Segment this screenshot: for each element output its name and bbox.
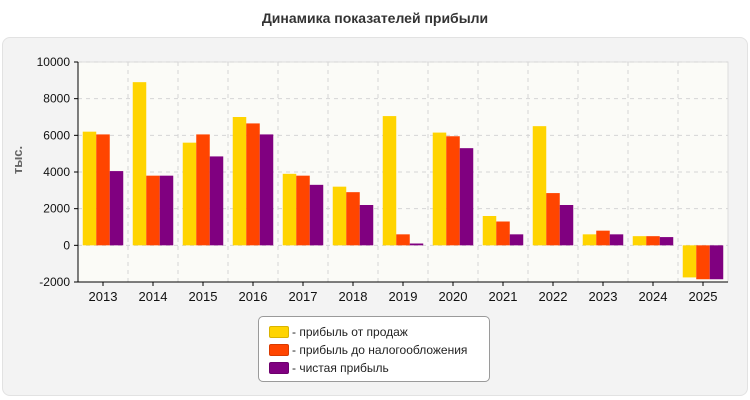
bar (209, 156, 224, 246)
bar (446, 136, 460, 246)
legend-label: - прибыль от продаж (292, 325, 408, 339)
legend-label: - прибыль до налогообложения (292, 343, 468, 357)
bar (609, 234, 624, 246)
bar (382, 116, 397, 246)
x-tick-label: 2020 (439, 289, 468, 304)
bar-series (82, 82, 724, 280)
bar (296, 175, 310, 246)
bar (309, 184, 324, 246)
x-tick-label: 2015 (189, 289, 218, 304)
x-tick-label: 2022 (539, 289, 568, 304)
bar (96, 134, 110, 246)
x-tick-label: 2018 (339, 289, 368, 304)
bar (632, 236, 647, 246)
y-tick-label: 4000 (43, 165, 70, 179)
bar (509, 234, 524, 246)
bar (596, 230, 610, 246)
bar (346, 192, 360, 246)
bar (559, 205, 574, 246)
y-tick-label: 2000 (43, 202, 70, 216)
legend-item-pretax-profit[interactable]: - прибыль до налогообложения (269, 341, 489, 359)
x-tick-label: 2019 (389, 289, 418, 304)
legend-label: - чистая прибыль (292, 361, 389, 375)
x-tick-label: 2023 (589, 289, 618, 304)
y-tick-label: 0 (63, 238, 70, 252)
legend-swatch (269, 326, 289, 338)
x-tick-labels: 2013 2014 2015 2016 2017 2018 2019 2020 2021 2022… (89, 289, 718, 304)
bar (109, 171, 124, 246)
bar (409, 243, 424, 246)
bar (232, 117, 247, 246)
bar (682, 245, 697, 278)
legend-item-sales-profit[interactable]: - прибыль от продаж (269, 323, 489, 341)
bar (182, 142, 197, 246)
y-tick-label: 8000 (43, 92, 70, 106)
x-tick-label: 2025 (689, 289, 718, 304)
y-tick-label: 6000 (43, 128, 70, 142)
x-tick-label: 2024 (639, 289, 668, 304)
bar (132, 82, 147, 246)
legend-item-net-profit[interactable]: - чистая прибыль (269, 359, 489, 377)
x-tick-label: 2014 (139, 289, 168, 304)
bar (459, 148, 474, 246)
x-tick-label: 2013 (89, 289, 118, 304)
bar (282, 173, 297, 246)
bar (82, 131, 97, 246)
bar (709, 245, 724, 280)
legend-swatch (269, 344, 289, 356)
bar (482, 216, 497, 246)
legend: - прибыль от продаж - прибыль до налогоо… (258, 316, 490, 382)
bar (196, 134, 210, 246)
y-tick-labels: -2000 0 2000 4000 6000 8000 10000 (37, 55, 71, 289)
y-tick-label: -2000 (39, 275, 70, 289)
y-axis-label: тыс. (10, 146, 25, 174)
bar (259, 134, 274, 246)
bar (496, 221, 510, 246)
bar (246, 123, 260, 246)
bar (532, 126, 547, 246)
bar (159, 175, 174, 246)
y-tick-label: 10000 (37, 55, 71, 69)
bar (646, 236, 660, 246)
bar (696, 245, 710, 280)
bar (546, 193, 560, 246)
x-tick-label: 2021 (489, 289, 518, 304)
bar (146, 175, 160, 246)
bar (359, 205, 374, 246)
bar (332, 186, 347, 246)
x-tick-label: 2017 (289, 289, 318, 304)
chart-title: Динамика показателей прибыли (261, 10, 489, 26)
bar (582, 234, 597, 246)
bar (659, 237, 674, 246)
axes (74, 61, 728, 286)
x-tick-label: 2016 (239, 289, 268, 304)
bar (432, 132, 447, 246)
bar (396, 234, 410, 246)
legend-swatch (269, 362, 289, 374)
